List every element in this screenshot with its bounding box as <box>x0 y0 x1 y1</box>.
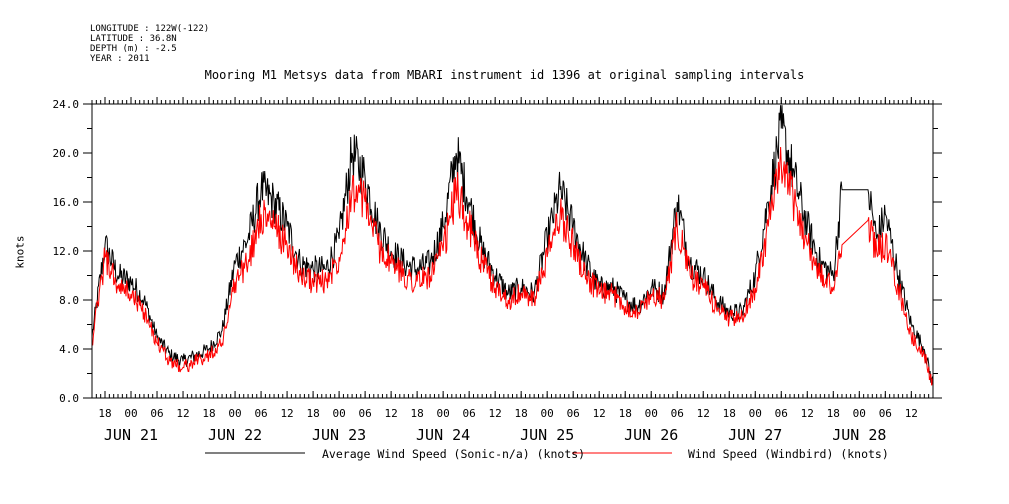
header-depth: DEPTH (m) : -2.5 <box>90 44 177 54</box>
y-tick-label: 16.0 <box>53 196 80 209</box>
x-day-label: JUN 26 <box>624 426 678 444</box>
x-tick-label: 00 <box>541 407 554 420</box>
x-tick-label: 00 <box>124 407 137 420</box>
x-tick-label: 18 <box>202 407 215 420</box>
y-tick-label: 24.0 <box>53 98 80 111</box>
x-tick-label: 18 <box>723 407 736 420</box>
x-tick-label: 18 <box>827 407 840 420</box>
x-tick-label: 00 <box>645 407 658 420</box>
header-year: YEAR : 2011 <box>90 54 150 64</box>
x-tick-label: 06 <box>567 407 580 420</box>
x-tick-label: 00 <box>853 407 866 420</box>
x-day-label: JUN 25 <box>520 426 574 444</box>
x-day-label: JUN 27 <box>728 426 782 444</box>
y-tick-label: 8.0 <box>59 294 79 307</box>
x-tick-label: 00 <box>437 407 450 420</box>
y-tick-label: 12.0 <box>53 245 80 258</box>
x-tick-label: 06 <box>775 407 788 420</box>
legend-label-1: Average Wind Speed (Sonic-n/a) (knots) <box>322 447 585 461</box>
x-tick-label: 18 <box>98 407 111 420</box>
x-day-label: JUN 22 <box>208 426 262 444</box>
x-tick-label: 18 <box>515 407 528 420</box>
x-tick-label: 12 <box>384 407 397 420</box>
x-tick-label: 18 <box>411 407 424 420</box>
x-tick-label: 12 <box>489 407 502 420</box>
legend-label-2: Wind Speed (Windbird) (knots) <box>688 447 889 461</box>
x-tick-label: 12 <box>697 407 710 420</box>
x-tick-label: 06 <box>358 407 371 420</box>
x-day-label: JUN 23 <box>312 426 366 444</box>
x-tick-label: 12 <box>593 407 606 420</box>
header-latitude: LATITUDE : 36.8N <box>90 34 177 44</box>
x-day-label: JUN 28 <box>832 426 886 444</box>
series-line-1 <box>91 105 934 386</box>
x-tick-label: 06 <box>879 407 892 420</box>
x-tick-label: 12 <box>801 407 814 420</box>
x-tick-label: 12 <box>280 407 293 420</box>
x-tick-label: 00 <box>332 407 345 420</box>
header-longitude: LONGITUDE : 122W(-122) <box>90 24 210 34</box>
y-tick-label: 0.0 <box>59 392 79 405</box>
x-tick-label: 06 <box>671 407 684 420</box>
x-tick-label: 18 <box>306 407 319 420</box>
x-tick-label: 12 <box>176 407 189 420</box>
x-day-label: JUN 24 <box>416 426 470 444</box>
x-tick-label: 18 <box>619 407 632 420</box>
series-line-2 <box>91 146 934 386</box>
x-tick-label: 06 <box>463 407 476 420</box>
plot-frame <box>91 103 934 399</box>
x-day-label: JUN 21 <box>104 426 158 444</box>
y-tick-label: 20.0 <box>53 147 80 160</box>
x-tick-label: 12 <box>905 407 918 420</box>
x-tick-label: 06 <box>254 407 267 420</box>
x-tick-label: 00 <box>749 407 762 420</box>
y-tick-label: 4.0 <box>59 343 79 356</box>
chart-title: Mooring M1 Metsys data from MBARI instru… <box>204 68 805 82</box>
x-tick-label: 00 <box>228 407 241 420</box>
x-tick-label: 06 <box>150 407 163 420</box>
